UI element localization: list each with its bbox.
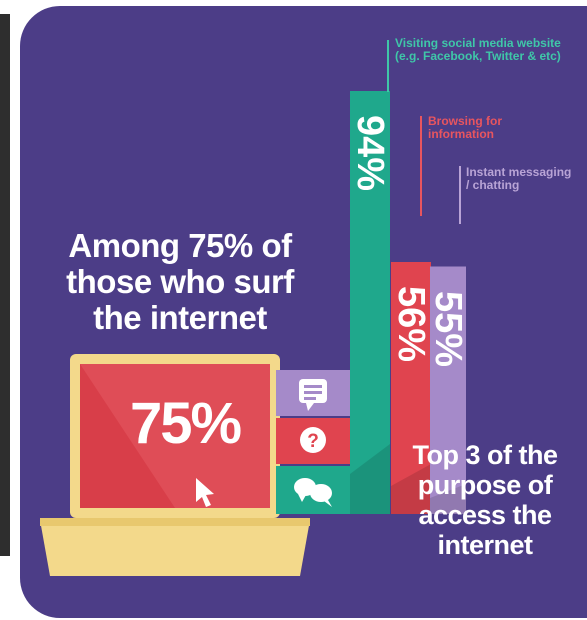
bar-shade-messaging <box>430 484 466 514</box>
bar-value-social: 94% <box>349 114 391 192</box>
category-label-social: Visiting social media website (e.g. Face… <box>395 36 561 63</box>
laptop-screen-shade <box>80 364 270 508</box>
speech-bubbles-icon <box>294 478 332 507</box>
bar-shade-social <box>350 444 390 514</box>
headline: Among 75% of those who surf the internet <box>66 227 294 336</box>
bar-browsing <box>391 262 431 514</box>
bar-messaging <box>430 266 466 514</box>
category-label-messaging: Instant messaging / chatting <box>466 165 572 192</box>
label-divider-browsing <box>420 116 422 216</box>
left-border <box>0 14 10 556</box>
bar-value-browsing: 56% <box>390 285 432 363</box>
bar-social <box>350 91 390 514</box>
laptop-base <box>40 520 310 576</box>
laptop-percentage: 75% <box>129 391 242 456</box>
bar-shade-browsing <box>391 464 431 514</box>
category-label-browsing: Browsing for information <box>428 114 502 141</box>
icon-strip: ? <box>276 370 350 514</box>
svg-text:?: ? <box>307 431 319 452</box>
bar-value-messaging: 55% <box>427 290 469 367</box>
chat-icon <box>299 379 327 411</box>
question-icon: ? <box>300 427 326 453</box>
label-divider-social <box>387 40 389 92</box>
laptop-keyboard-edge <box>40 518 310 526</box>
laptop <box>40 354 310 576</box>
cursor-arrow-icon <box>196 478 214 507</box>
label-divider-messaging <box>459 166 461 224</box>
subheadline: Top 3 of the purpose of access the inter… <box>412 440 558 560</box>
